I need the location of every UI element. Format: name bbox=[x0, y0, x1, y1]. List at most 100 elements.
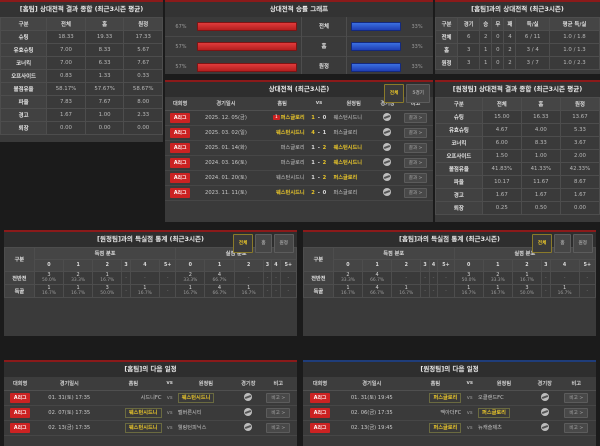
away-team-cell[interactable]: 웨스턴시드니 bbox=[330, 140, 377, 156]
stadium-cell[interactable] bbox=[237, 390, 260, 406]
stadium-cell[interactable] bbox=[237, 420, 260, 436]
home-avg-col-2: 홈 bbox=[84, 17, 125, 31]
stadium-cell[interactable] bbox=[376, 110, 399, 126]
note-cell[interactable]: 결과 > bbox=[398, 185, 433, 201]
note-button[interactable]: 비고 > bbox=[266, 392, 291, 403]
result-button[interactable]: 결과 > bbox=[403, 172, 428, 183]
home-team-cell[interactable]: 웨스턴시드니 bbox=[256, 185, 308, 201]
home-team-cell[interactable]: 1 퍼스글로리 bbox=[256, 110, 308, 126]
stadium-cell[interactable] bbox=[376, 140, 399, 156]
note-cell[interactable]: 결과 > bbox=[398, 125, 433, 141]
goal-distribution-home-tabs[interactable]: 전체 홈 원정 bbox=[531, 234, 593, 253]
note-cell[interactable]: 결과 > bbox=[398, 170, 433, 186]
schedule-row[interactable]: A리그 01. 31(토) 17:35 시드니FC vs 웨스턴시드니 비고 > bbox=[4, 390, 297, 406]
away-team-cell[interactable]: 웨스턴시드니 bbox=[330, 155, 377, 171]
tab-전체[interactable]: 전체 bbox=[383, 84, 405, 103]
home-team-cell[interactable]: 웨스턴시드니 bbox=[256, 170, 308, 186]
note-cell[interactable]: 결과 > bbox=[398, 110, 433, 126]
schedule-row[interactable]: A리그 02. 07(토) 17:35 웨스턴시드니 vs 멜버른시티 비고 > bbox=[4, 405, 297, 421]
home-avg-cell: 1.00 bbox=[84, 108, 125, 122]
note-cell[interactable]: 결과 > bbox=[398, 155, 433, 171]
away-team-cell[interactable]: 뉴캐슬제츠 bbox=[475, 420, 533, 436]
home-team-cell[interactable]: 맥아더FC bbox=[406, 405, 465, 421]
stadium-cell[interactable] bbox=[532, 390, 557, 406]
away-avg-cell: 8.33 bbox=[520, 136, 561, 150]
match-row[interactable]: A리그 2025. 12. 05(금) 1 퍼스글로리 1 - 0 웨스턴시드니 결과 > bbox=[165, 110, 433, 126]
note-button[interactable]: 비고 > bbox=[564, 407, 589, 418]
note-cell[interactable]: 비고 > bbox=[259, 420, 297, 436]
away-team-cell[interactable]: 퍼스글로리 bbox=[475, 405, 533, 421]
home-avg-cell: 0.00 bbox=[84, 121, 125, 135]
winrate-graph-rows: 67% 전체 33% 57% 홈 33% 57% 원정 33% bbox=[165, 16, 433, 74]
note-cell[interactable]: 비고 > bbox=[259, 405, 297, 421]
home-team-cell[interactable]: 퍼스글로리 bbox=[406, 390, 465, 406]
match-row[interactable]: A리그 2023. 11. 11(토) 웨스턴시드니 2 - 0 퍼스글로리 결과 > bbox=[165, 185, 433, 201]
home-avg-cell: 7.00 bbox=[46, 43, 86, 57]
result-button[interactable]: 결과 > bbox=[403, 187, 428, 198]
match-col-0: 대회명 bbox=[165, 97, 196, 111]
schedule-row[interactable]: A리그 02. 13(금) 17:35 웨스턴시드니 vs 웰링턴피닉스 비고 > bbox=[4, 420, 297, 436]
match-row[interactable]: A리그 2025. 03. 02(일) 웨스턴시드니 4 - 1 퍼스글로리 결과 > bbox=[165, 125, 433, 141]
tab-5경기[interactable]: 5경기 bbox=[406, 84, 430, 103]
match-row[interactable]: A리그 2024. 01. 20(토) 웨스턴시드니 1 - 2 퍼스글로리 결과 > bbox=[165, 170, 433, 186]
stadium-cell[interactable] bbox=[376, 185, 399, 201]
league-badge: A리그 bbox=[9, 392, 31, 403]
tab-홈[interactable]: 홈 bbox=[554, 234, 571, 253]
note-button[interactable]: 비고 > bbox=[266, 407, 291, 418]
home-team-cell[interactable]: 퍼스글로리 bbox=[406, 420, 465, 436]
away-team-cell[interactable]: 웰링턴피닉스 bbox=[174, 420, 238, 436]
stadium-cell[interactable] bbox=[376, 170, 399, 186]
away-team-name: 웨스턴시드니 bbox=[333, 160, 363, 166]
schedule-row[interactable]: A리그 01. 31(토) 19:45 퍼스글로리 vs 오클랜드FC 비고 > bbox=[303, 390, 596, 406]
stadium-cell[interactable] bbox=[376, 155, 399, 171]
home-team-cell[interactable]: 웨스턴시드니 bbox=[102, 420, 165, 436]
home-team-cell[interactable]: 웨스턴시드니 bbox=[256, 125, 308, 141]
note-cell[interactable]: 결과 > bbox=[398, 140, 433, 156]
tab-원정[interactable]: 원정 bbox=[572, 234, 593, 253]
away-team-cell[interactable]: 오클랜드FC bbox=[475, 390, 533, 406]
stadium-cell[interactable] bbox=[532, 405, 557, 421]
note-cell[interactable]: 비고 > bbox=[259, 390, 297, 406]
match-row[interactable]: A리그 2025. 01. 14(화) 퍼스글로리 1 - 2 웨스턴시드니 결과 > bbox=[165, 140, 433, 156]
tab-홈[interactable]: 홈 bbox=[255, 234, 272, 253]
tab-전체[interactable]: 전체 bbox=[531, 234, 553, 253]
home-team-cell[interactable]: 퍼스글로리 bbox=[256, 140, 308, 156]
home-avg-cell: 19.33 bbox=[84, 30, 125, 44]
result-button[interactable]: 결과 > bbox=[403, 112, 428, 123]
stadium-cell[interactable] bbox=[532, 420, 557, 436]
match-history-tabs[interactable]: 전체 5경기 bbox=[383, 84, 430, 103]
away-team-cell[interactable]: 퍼스글로리 bbox=[330, 185, 377, 201]
result-button[interactable]: 결과 > bbox=[403, 157, 428, 168]
stadium-cell[interactable] bbox=[237, 405, 260, 421]
tab-원정[interactable]: 원정 bbox=[273, 234, 294, 253]
note-button[interactable]: 비고 > bbox=[564, 392, 589, 403]
home-team-cell[interactable]: 시드니FC bbox=[102, 390, 165, 406]
result-button[interactable]: 결과 > bbox=[403, 127, 428, 138]
away-team-cell[interactable]: 퍼스글로리 bbox=[330, 125, 377, 141]
home-team-cell[interactable]: 퍼스글로리 bbox=[256, 155, 308, 171]
away-team-cell[interactable]: 웨스턴시드니 bbox=[330, 110, 377, 126]
schedule-row[interactable]: A리그 02. 13(금) 19:45 퍼스글로리 vs 뉴캐슬제츠 비고 > bbox=[303, 420, 596, 436]
away-team-cell[interactable]: 웨스턴시드니 bbox=[174, 390, 238, 406]
away-team-cell[interactable]: 퍼스글로리 bbox=[330, 170, 377, 186]
note-button[interactable]: 비고 > bbox=[564, 422, 589, 433]
note-cell[interactable]: 비고 > bbox=[556, 420, 596, 436]
tab-전체[interactable]: 전체 bbox=[232, 234, 254, 253]
note-cell[interactable]: 비고 > bbox=[556, 405, 596, 421]
goal-distribution-away-tabs[interactable]: 전체 홈 원정 bbox=[232, 234, 294, 253]
h2h-home-col-2: 승 bbox=[479, 17, 493, 31]
match-score: 1 - 2 bbox=[307, 140, 331, 156]
away-team-cell[interactable]: 멜버른시티 bbox=[174, 405, 238, 421]
home-avg-col-1: 전체 bbox=[46, 17, 86, 31]
match-score: 1 - 0 bbox=[307, 110, 331, 126]
home-team-cell[interactable]: 웨스턴시드니 bbox=[102, 405, 165, 421]
sched-home-col-0: 대회명 bbox=[4, 377, 37, 391]
result-button[interactable]: 결과 > bbox=[403, 142, 428, 153]
note-button[interactable]: 비고 > bbox=[266, 422, 291, 433]
dist-away-col-against-1: 1 bbox=[204, 259, 235, 272]
schedule-row[interactable]: A리그 02. 06(금) 17:35 맥아더FC vs 퍼스글로리 비고 > bbox=[303, 405, 596, 421]
stadium-cell[interactable] bbox=[376, 125, 399, 141]
note-cell[interactable]: 비고 > bbox=[556, 390, 596, 406]
dist-away-row-label: 전반전 bbox=[4, 271, 35, 285]
match-row[interactable]: A리그 2024. 03. 16(토) 퍼스글로리 1 - 2 웨스턴시드니 결과 > bbox=[165, 155, 433, 171]
